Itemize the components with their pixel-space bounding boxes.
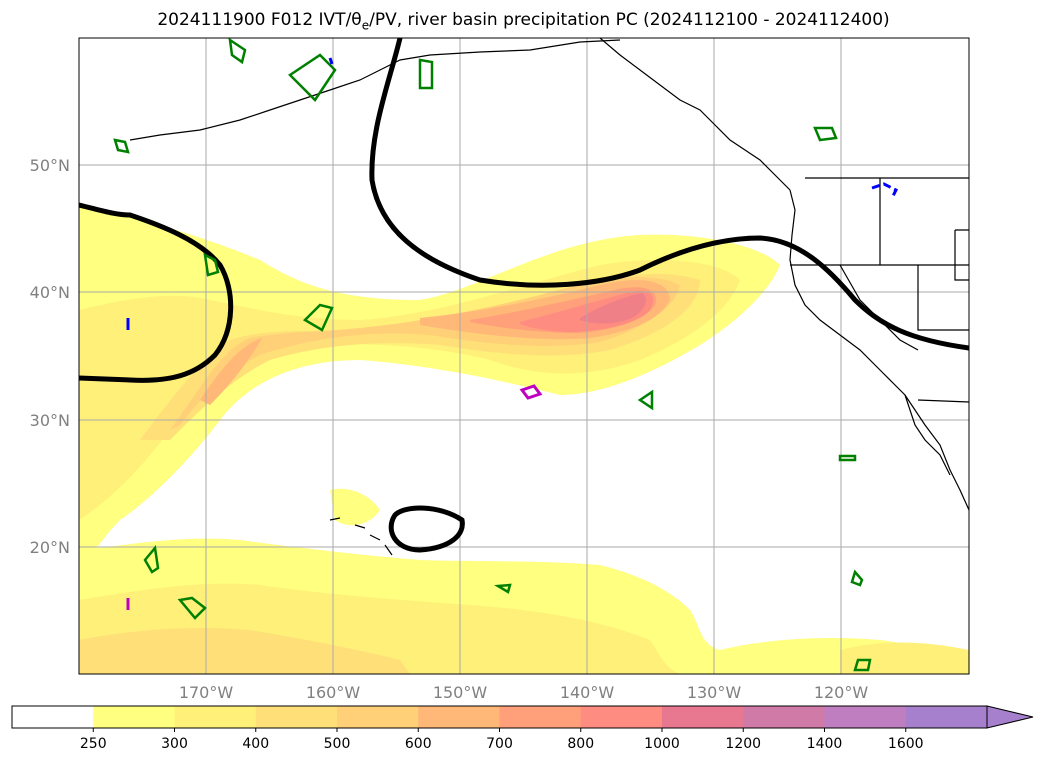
colorbar-swatch — [824, 706, 907, 728]
lon-label: 170°W — [179, 683, 234, 702]
colorbar-label: 250 — [80, 736, 107, 752]
colorbar-label: 1600 — [888, 736, 924, 752]
lat-label: 30°N — [30, 411, 70, 430]
colorbar-extend — [986, 705, 1034, 729]
colorbar-swatch — [662, 706, 744, 728]
colorbar: 250 300 400 500 600 700 800 1000 1200 1400 1600 — [11, 705, 1034, 752]
lon-label: 150°W — [433, 683, 488, 702]
lon-label: 160°W — [306, 683, 361, 702]
colorbar-swatch — [12, 706, 94, 728]
colorbar-swatch — [337, 706, 419, 728]
colorbar-swatch — [499, 706, 582, 728]
colorbar-swatch — [174, 706, 257, 728]
colorbar-label: 800 — [567, 736, 594, 752]
colorbar-label: 1000 — [644, 736, 680, 752]
colorbar-label: 700 — [486, 736, 513, 752]
other-contours — [126, 57, 899, 610]
pv-contours — [113, 38, 872, 672]
lon-label: 130°W — [687, 683, 742, 702]
colorbar-label: 1200 — [725, 736, 761, 752]
colorbar-label: 400 — [242, 736, 269, 752]
colorbar-swatch — [580, 706, 663, 728]
lon-label: 140°W — [560, 683, 615, 702]
lat-label: 20°N — [30, 538, 70, 557]
colorbar-label: 500 — [324, 736, 351, 752]
map-title: 2024111900 F012 IVT/θe/PV, river basin p… — [157, 10, 890, 33]
colorbar-swatch — [905, 706, 988, 728]
colorbar-swatch — [418, 706, 500, 728]
lon-label: 120°W — [814, 683, 869, 702]
map-border — [78, 37, 970, 675]
colorbar-swatch — [93, 706, 175, 728]
lat-label: 50°N — [30, 156, 70, 175]
colorbar-label: 1400 — [807, 736, 843, 752]
colorbar-swatch — [255, 706, 338, 728]
coastlines — [129, 38, 969, 556]
lat-label: 40°N — [30, 283, 70, 302]
colorbar-label: 600 — [405, 736, 432, 752]
colorbar-swatch — [743, 706, 825, 728]
theta-e-contours — [79, 38, 969, 553]
colorbar-label: 300 — [161, 736, 188, 752]
